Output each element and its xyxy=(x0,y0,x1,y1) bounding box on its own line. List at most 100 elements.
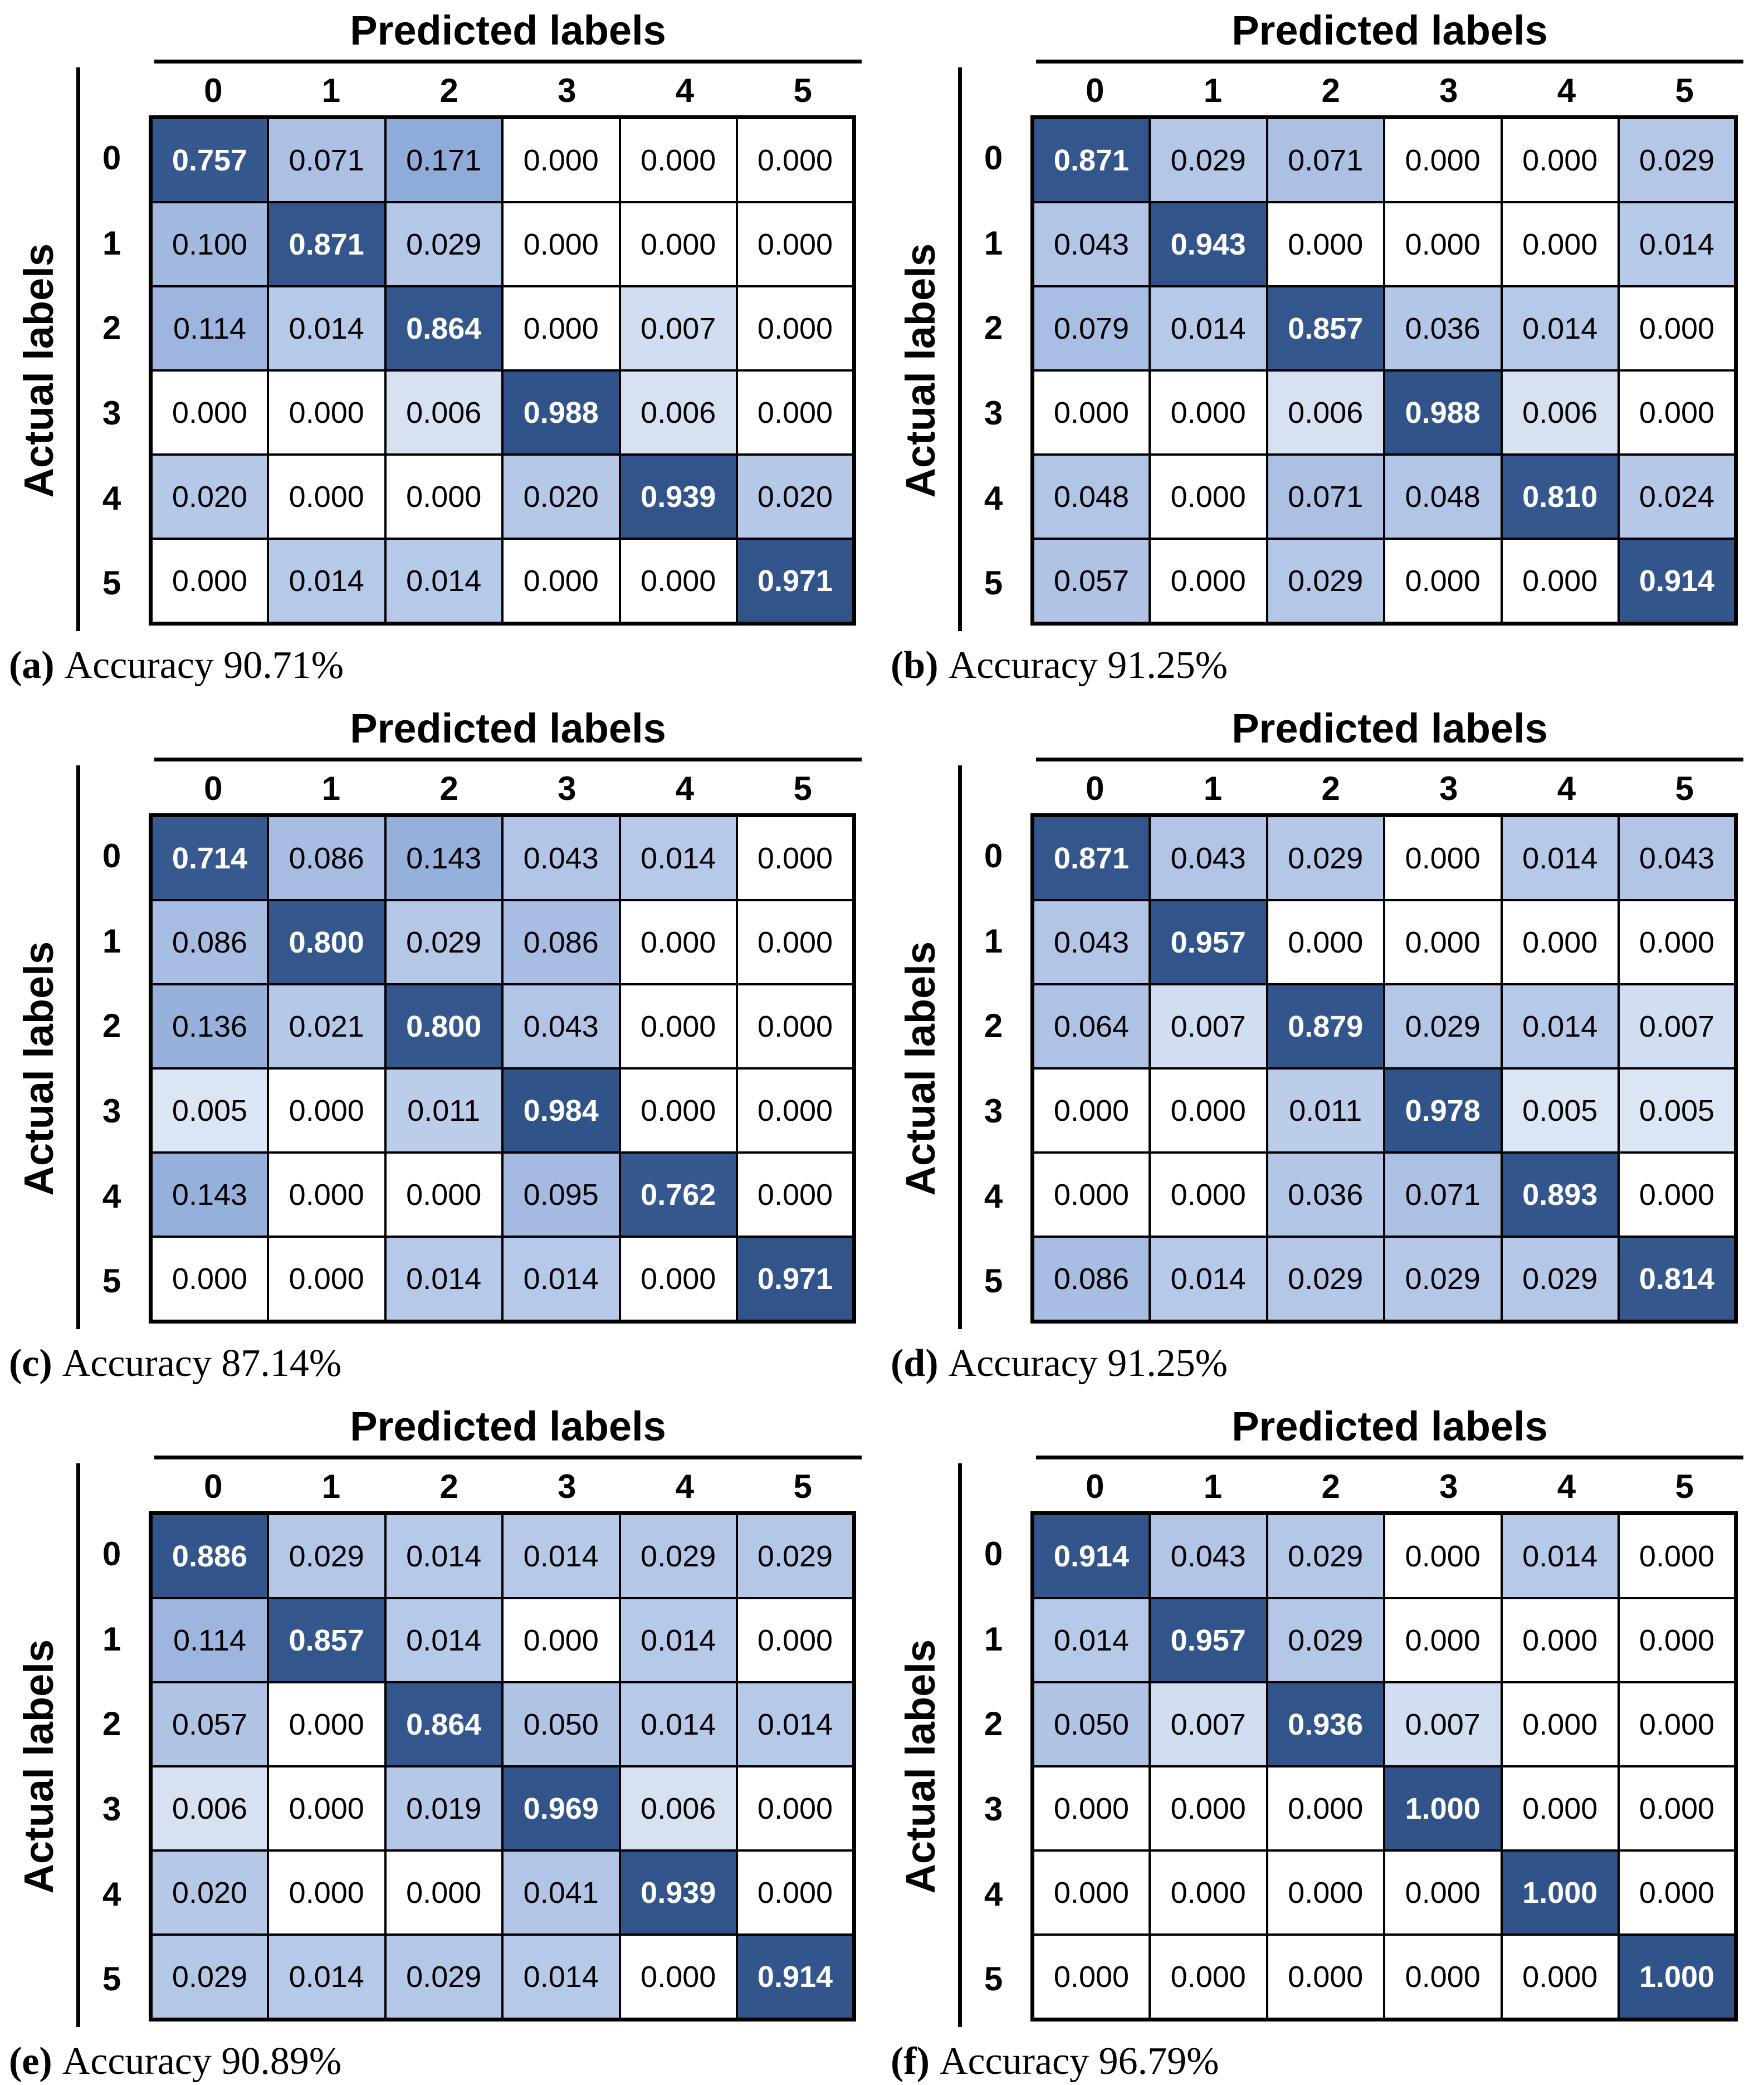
col-header: 5 xyxy=(1675,770,1694,808)
y-axis-title: Actual labels xyxy=(897,243,944,498)
col-header: 3 xyxy=(558,72,576,110)
matrix-cell: 0.005 xyxy=(1500,1067,1620,1154)
confusion-matrix-table: 0.757 0.071 0.171 0.000 0.000 0.000 0.100 0.871… xyxy=(149,115,856,626)
matrix-cell: 0.757 xyxy=(149,116,269,204)
matrix-cell: 0.000 xyxy=(1500,1765,1620,1852)
row-header: 2 xyxy=(984,309,1003,347)
matrix-cell: 0.048 xyxy=(1383,453,1503,540)
col-header: 1 xyxy=(321,770,341,808)
matrix-cell: 0.000 xyxy=(1500,1681,1620,1768)
col-header: 1 xyxy=(1203,770,1223,808)
table-row: 0.043 0.957 0.000 0.000 0.000 0.000 xyxy=(1031,899,1737,986)
col-header: 4 xyxy=(1557,72,1576,110)
matrix-cell: 0.000 xyxy=(1265,899,1385,986)
matrix-cell: 0.000 xyxy=(1031,1151,1151,1238)
confusion-matrix-table: 0.871 0.043 0.029 0.000 0.014 0.043 0.043 0.957… xyxy=(1030,813,1738,1324)
matrix-cell: 0.000 xyxy=(1383,538,1503,625)
matrix-cell: 0.029 xyxy=(1265,1512,1385,1600)
table-row: 0.048 0.000 0.071 0.048 0.810 0.024 xyxy=(1031,453,1737,540)
matrix-cell: 0.000 xyxy=(267,369,387,456)
table-row: 0.043 0.943 0.000 0.000 0.000 0.014 xyxy=(1031,201,1737,288)
matrix-cell: 0.000 xyxy=(501,1597,621,1684)
col-header: 3 xyxy=(1439,770,1458,808)
matrix-cell: 0.000 xyxy=(1265,1933,1385,2021)
matrix-cell: 0.007 xyxy=(1618,983,1737,1070)
matrix-cell: 0.000 xyxy=(1383,201,1503,288)
matrix-cell: 0.000 xyxy=(149,1236,269,1323)
row-header: 5 xyxy=(984,564,1003,602)
col-header: 4 xyxy=(675,770,695,808)
caption-text: Accuracy 90.71% xyxy=(64,644,344,687)
matrix-cell: 0.000 xyxy=(736,899,856,986)
matrix-cell: 0.000 xyxy=(501,201,621,288)
row-header: 4 xyxy=(984,1875,1003,1913)
matrix-cell: 0.000 xyxy=(267,1067,387,1154)
caption-text: Accuracy 91.25% xyxy=(948,1342,1228,1385)
row-header: 4 xyxy=(984,1177,1003,1215)
matrix-cell: 0.000 xyxy=(1149,453,1268,540)
confusion-matrix-panel-c: Predicted labels 0 1 2 3 4 5 Actual labels 0 1… xyxy=(0,702,882,1387)
matrix-cell: 0.057 xyxy=(149,1681,269,1768)
matrix-cell: 0.000 xyxy=(618,899,738,986)
matrix-cell: 0.014 xyxy=(618,814,738,902)
col-header: 1 xyxy=(321,72,341,110)
matrix-cell: 0.000 xyxy=(1383,1512,1503,1600)
matrix-cell: 0.988 xyxy=(501,369,621,456)
caption-label: (d) xyxy=(891,1342,939,1385)
matrix-cell: 0.014 xyxy=(384,538,504,625)
row-header: 0 xyxy=(984,837,1003,875)
column-headers: 0 1 2 3 4 5 xyxy=(1036,761,1743,813)
matrix-cell: 0.000 xyxy=(1031,369,1151,456)
matrix-cell: 0.014 xyxy=(384,1597,504,1684)
row-header: 1 xyxy=(984,224,1003,262)
col-header: 4 xyxy=(675,1468,695,1506)
caption-text: Accuracy 90.89% xyxy=(62,2040,342,2083)
matrix-cell: 0.000 xyxy=(501,285,621,372)
table-row: 0.029 0.014 0.029 0.014 0.000 0.914 xyxy=(149,1933,856,2021)
y-axis-line xyxy=(958,765,962,1330)
matrix-cell: 0.000 xyxy=(1500,1933,1620,2021)
matrix-cell: 0.043 xyxy=(1031,899,1151,986)
col-header: 2 xyxy=(1321,770,1340,808)
matrix-cell: 0.020 xyxy=(149,453,269,540)
col-header: 3 xyxy=(1439,72,1458,110)
matrix-cell: 0.086 xyxy=(149,899,269,986)
matrix-cell: 0.000 xyxy=(1149,1849,1268,1936)
row-header: 0 xyxy=(102,837,121,875)
table-row: 0.086 0.800 0.029 0.086 0.000 0.000 xyxy=(149,899,856,986)
matrix-cell: 0.800 xyxy=(384,983,504,1070)
matrix-cell: 0.000 xyxy=(1618,1681,1737,1768)
caption-label: (c) xyxy=(9,1342,52,1385)
matrix-cell: 0.000 xyxy=(267,1151,387,1238)
matrix-cell: 0.029 xyxy=(384,1933,504,2021)
table-row: 0.020 0.000 0.000 0.020 0.939 0.020 xyxy=(149,453,856,540)
table-row: 0.757 0.071 0.171 0.000 0.000 0.000 xyxy=(149,116,856,204)
matrix-cell: 0.007 xyxy=(618,285,738,372)
matrix-body: Actual labels 0 1 2 3 4 5 0.871 0.043 0.029 0.00… xyxy=(884,765,1763,1330)
table-row: 0.014 0.957 0.029 0.000 0.000 0.000 xyxy=(1031,1597,1737,1684)
table-row: 0.914 0.043 0.029 0.000 0.014 0.000 xyxy=(1031,1512,1737,1600)
confusion-matrix-panel-b: Predicted labels 0 1 2 3 4 5 Actual labels 0 1… xyxy=(882,4,1763,689)
matrix-cell: 0.007 xyxy=(1383,1681,1503,1768)
matrix-cell: 0.000 xyxy=(384,453,504,540)
matrix-cell: 0.000 xyxy=(1149,369,1268,456)
matrix-cell: 0.000 xyxy=(267,1236,387,1323)
matrix-cell: 0.000 xyxy=(1618,1849,1737,1936)
matrix-cell: 0.000 xyxy=(267,1765,387,1852)
matrix-cell: 0.000 xyxy=(1618,285,1737,372)
confusion-matrix-table: 0.886 0.029 0.014 0.014 0.029 0.029 0.114 0.857… xyxy=(149,1511,856,2022)
matrix-cell: 0.000 xyxy=(267,1849,387,1936)
table-row: 0.886 0.029 0.014 0.014 0.029 0.029 xyxy=(149,1512,856,1600)
matrix-cell: 0.014 xyxy=(1618,201,1737,288)
matrix-cell: 0.029 xyxy=(384,899,504,986)
matrix-cell: 0.000 xyxy=(1031,1849,1151,1936)
y-axis-title-area: Actual labels xyxy=(884,813,956,1324)
matrix-cell: 0.000 xyxy=(384,1151,504,1238)
matrix-cell: 0.000 xyxy=(1500,1597,1620,1684)
col-header: 4 xyxy=(1557,1468,1576,1506)
y-axis-line xyxy=(76,67,80,632)
table-row: 0.000 0.014 0.014 0.000 0.000 0.971 xyxy=(149,538,856,625)
col-header: 0 xyxy=(1086,72,1105,110)
